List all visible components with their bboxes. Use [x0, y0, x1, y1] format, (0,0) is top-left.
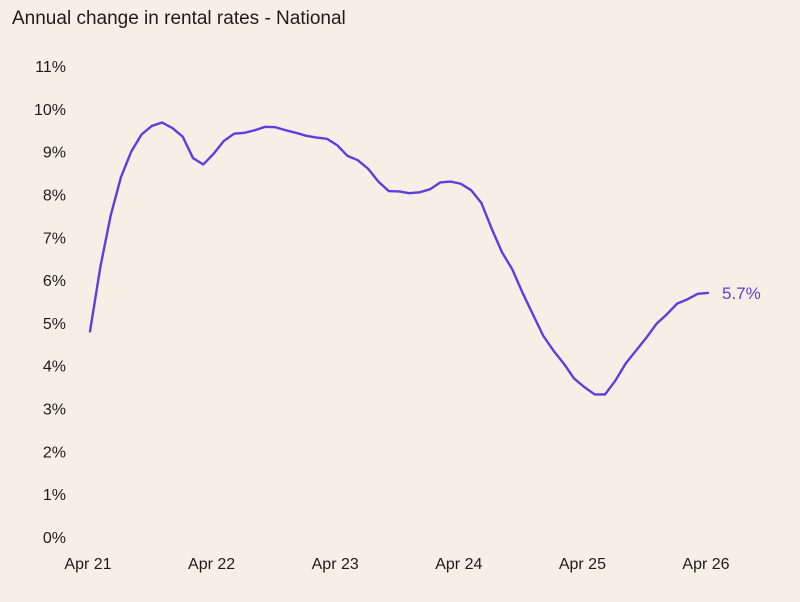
y-tick-label: 0% [43, 530, 66, 547]
y-tick-label: 4% [43, 359, 66, 376]
y-axis-tick-labels: 0% 1% 2% 3% 4% 5% 6% 7% 8% 9% 10% 11% [34, 59, 66, 547]
chart-title: Annual change in rental rates - National [12, 8, 346, 29]
y-tick-label: 7% [43, 230, 66, 247]
x-axis-tick-labels: Apr 21 Apr 22 Apr 23 Apr 24 Apr 25 Apr 26 [64, 556, 729, 573]
y-tick-label: 8% [43, 187, 66, 204]
y-tick-label: 3% [43, 402, 66, 419]
y-tick-label: 6% [43, 273, 66, 290]
x-tick-label: Apr 23 [312, 556, 359, 573]
x-tick-label: Apr 25 [559, 556, 606, 573]
series-line [88, 121, 710, 396]
y-tick-label: 10% [34, 102, 66, 119]
y-tick-label: 1% [43, 487, 66, 504]
x-tick-label: Apr 26 [682, 556, 729, 573]
x-tick-label: Apr 22 [188, 556, 235, 573]
y-tick-label: 11% [35, 59, 66, 76]
y-tick-label: 9% [43, 145, 66, 162]
x-tick-label: Apr 24 [435, 556, 482, 573]
end-value-label: 5.7% [722, 284, 761, 303]
x-tick-label: Apr 21 [64, 556, 111, 573]
y-tick-label: 5% [43, 316, 66, 333]
y-tick-label: 2% [43, 444, 66, 461]
series-group [88, 121, 710, 396]
